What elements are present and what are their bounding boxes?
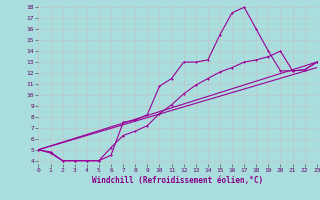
X-axis label: Windchill (Refroidissement éolien,°C): Windchill (Refroidissement éolien,°C) xyxy=(92,176,263,185)
